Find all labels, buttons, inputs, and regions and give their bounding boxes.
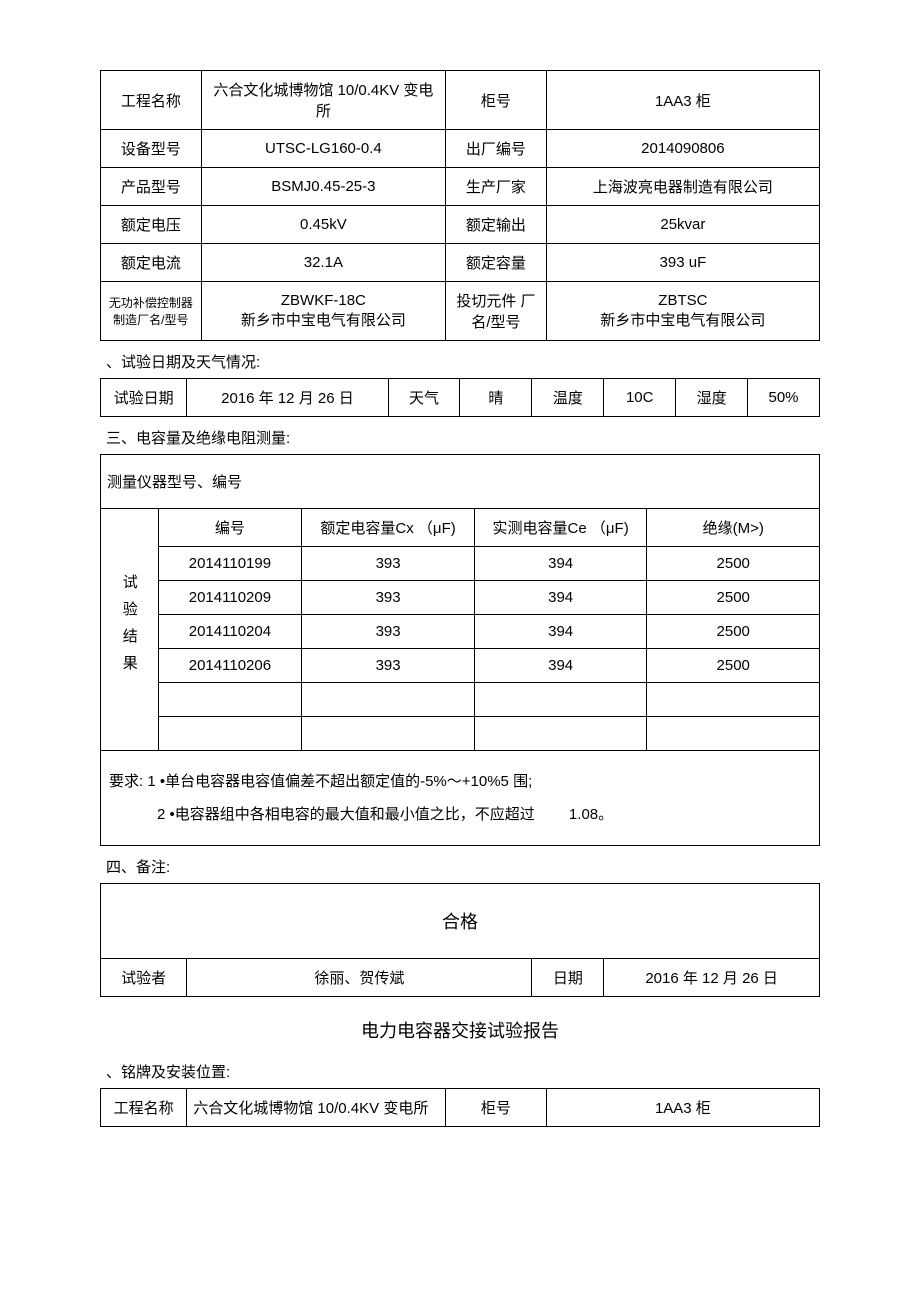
- req-line1: 要求: 1 •单台电容器电容值偏差不超出额定值的-5%～+10%5 围;: [109, 765, 811, 798]
- label-rated-current: 额定电流: [101, 244, 202, 282]
- label-cabinet2: 柜号: [446, 1089, 547, 1127]
- table-row: 2014110209 393 394 2500: [101, 581, 820, 615]
- value-date: 2016 年 12 月 26 日: [604, 959, 820, 997]
- value-rated-current: 32.1A: [201, 244, 445, 282]
- hdr-measured: 实测电容量Ce （μF): [474, 509, 647, 547]
- value-controller: ZBWKF-18C 新乡市中宝电气有限公司: [201, 282, 445, 341]
- value-rated-voltage: 0.45kV: [201, 206, 445, 244]
- table-row-empty: [101, 717, 820, 751]
- value-product-model: BSMJ0.45-25-3: [201, 168, 445, 206]
- label-factory-no: 出厂编号: [446, 130, 547, 168]
- label-rated-voltage: 额定电压: [101, 206, 202, 244]
- value-cabinet: 1AA3 柜: [546, 71, 819, 130]
- bottom-nameplate-table: 工程名称 六合文化城博物馆 10/0.4KV 变电所 柜号 1AA3 柜: [100, 1088, 820, 1127]
- value-rated-output: 25kvar: [546, 206, 819, 244]
- value-cabinet2: 1AA3 柜: [546, 1089, 819, 1127]
- result-label: 试验结果: [101, 509, 159, 751]
- measurement-table: 测量仪器型号、编号 试验结果 编号 额定电容量Cx （μF) 实测电容量Ce （…: [100, 454, 820, 846]
- table-row: 2014110204 393 394 2500: [101, 615, 820, 649]
- req-line2: 2 •电容器组中各相电容的最大值和最小值之比，不应超过 1.08。: [109, 798, 811, 831]
- section3-title: 三、电容量及绝缘电阻测量:: [106, 427, 820, 448]
- value-controller-l1: ZBWKF-18C: [208, 292, 439, 309]
- value-humidity: 50%: [748, 379, 820, 417]
- label-weather: 天气: [388, 379, 460, 417]
- label-controller: 无功补偿控制器制造厂名/型号: [101, 282, 202, 341]
- value-rated-capacity: 393 uF: [546, 244, 819, 282]
- label-switching: 投切元件 厂名/型号: [446, 282, 547, 341]
- value-device-model: UTSC-LG160-0.4: [201, 130, 445, 168]
- table-row: 2014110206 393 394 2500: [101, 649, 820, 683]
- remarks-table: 合格 试验者 徐丽、贺传斌 日期 2016 年 12 月 26 日: [100, 883, 820, 997]
- label-cabinet: 柜号: [446, 71, 547, 130]
- value-project2: 六合文化城博物馆 10/0.4KV 变电所: [187, 1089, 446, 1127]
- label-date: 日期: [532, 959, 604, 997]
- section2-title: 、试验日期及天气情况:: [106, 351, 820, 372]
- value-tester: 徐丽、贺传斌: [187, 959, 532, 997]
- label-project: 工程名称: [101, 71, 202, 130]
- value-temperature: 10C: [604, 379, 676, 417]
- label-device-model: 设备型号: [101, 130, 202, 168]
- label-product-model: 产品型号: [101, 168, 202, 206]
- remarks-result: 合格: [101, 884, 820, 959]
- weather-table: 试验日期 2016 年 12 月 26 日 天气 晴 温度 10C 湿度 50%: [100, 378, 820, 417]
- requirements: 要求: 1 •单台电容器电容值偏差不超出额定值的-5%～+10%5 围; 2 •…: [101, 751, 820, 846]
- table-row: 2014110199 393 394 2500: [101, 547, 820, 581]
- report2-title: 电力电容器交接试验报告: [100, 1017, 820, 1043]
- label-rated-output: 额定输出: [446, 206, 547, 244]
- label-humidity: 湿度: [676, 379, 748, 417]
- label-temperature: 温度: [532, 379, 604, 417]
- hdr-serial: 编号: [158, 509, 302, 547]
- value-test-date: 2016 年 12 月 26 日: [187, 379, 388, 417]
- label-rated-capacity: 额定容量: [446, 244, 547, 282]
- value-weather: 晴: [460, 379, 532, 417]
- value-manufacturer: 上海波亮电器制造有限公司: [546, 168, 819, 206]
- section4-title: 四、备注:: [106, 856, 820, 877]
- label-manufacturer: 生产厂家: [446, 168, 547, 206]
- label-test-date: 试验日期: [101, 379, 187, 417]
- section-nametag: 、铭牌及安装位置:: [106, 1061, 820, 1082]
- instrument-label: 测量仪器型号、编号: [101, 455, 820, 509]
- label-tester: 试验者: [101, 959, 187, 997]
- label-project2: 工程名称: [101, 1089, 187, 1127]
- value-controller-l2: 新乡市中宝电气有限公司: [208, 309, 439, 330]
- nameplate-table: 工程名称 六合文化城博物馆 10/0.4KV 变电所 柜号 1AA3 柜 设备型…: [100, 70, 820, 341]
- hdr-rated: 额定电容量Cx （μF): [302, 509, 475, 547]
- value-factory-no: 2014090806: [546, 130, 819, 168]
- hdr-insulation: 绝缘(M>): [647, 509, 820, 547]
- value-switching: ZBTSC 新乡市中宝电气有限公司: [546, 282, 819, 341]
- value-switching-l2: 新乡市中宝电气有限公司: [553, 309, 813, 330]
- table-row-empty: [101, 683, 820, 717]
- value-switching-l1: ZBTSC: [553, 292, 813, 309]
- value-project: 六合文化城博物馆 10/0.4KV 变电所: [201, 71, 445, 130]
